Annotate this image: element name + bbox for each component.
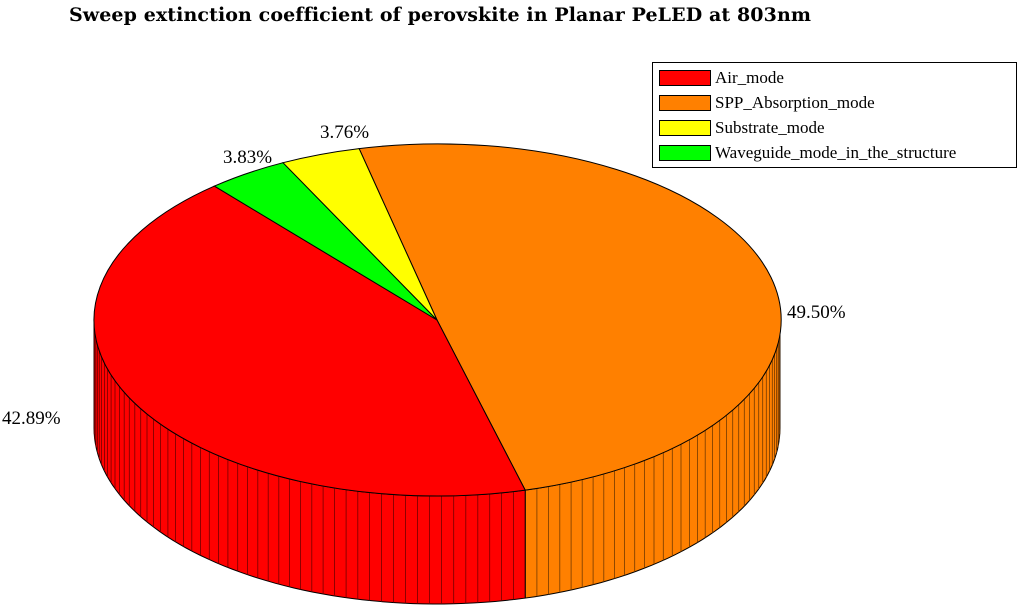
- pie-slice-substrate-mode: [282, 148, 438, 321]
- legend-item-spp-absorption-mode: SPP_Absorption_mode: [659, 92, 875, 114]
- pie-slice-spp-absorption-mode: [358, 143, 782, 491]
- legend-label: Waveguide_mode_in_the_structure: [715, 143, 957, 162]
- pie-slice-air-mode: [93, 185, 526, 497]
- legend-swatch: [659, 95, 711, 111]
- legend-item-air-mode: Air_mode: [659, 67, 784, 89]
- legend-swatch: [659, 145, 711, 161]
- legend-label: SPP_Absorption_mode: [715, 93, 875, 112]
- legend-label: Air_mode: [715, 68, 784, 87]
- slice-label-spp-absorption-mode: 49.50%: [787, 302, 846, 323]
- slice-label-waveguide-mode-in-the-structure: 3.83%: [223, 147, 272, 168]
- legend-item-waveguide-mode-in-the-structure: Waveguide_mode_in_the_structure: [659, 142, 956, 164]
- slice-label-air-mode: 42.89%: [2, 408, 61, 429]
- legend-swatch: [659, 120, 711, 136]
- legend-label: Substrate_mode: [715, 118, 825, 137]
- chart-title: Sweep extinction coefficient of perovski…: [68, 4, 812, 26]
- legend: Air_mode SPP_Absorption_mode Substrate_mod…: [652, 62, 1017, 168]
- legend-swatch: [659, 70, 711, 86]
- legend-item-substrate-mode: Substrate_mode: [659, 117, 825, 139]
- slice-label-substrate-mode: 3.76%: [320, 122, 369, 143]
